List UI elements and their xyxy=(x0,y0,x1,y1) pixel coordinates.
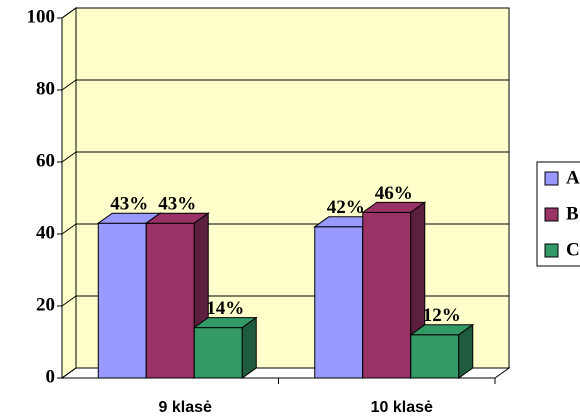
legend-swatch xyxy=(544,207,559,222)
legend-swatch xyxy=(544,171,559,186)
bar xyxy=(410,334,460,379)
grid-line xyxy=(61,7,77,19)
legend-label: B xyxy=(566,203,579,224)
y-tick-label: 20 xyxy=(36,294,55,315)
bar xyxy=(193,327,243,379)
y-tick-label: 40 xyxy=(36,222,55,243)
data-label: 43% xyxy=(158,194,196,215)
grid-line xyxy=(61,79,77,91)
data-label: 46% xyxy=(375,183,413,204)
x-tick-label: 10 klasė xyxy=(371,399,433,416)
y-tick-label: 60 xyxy=(36,150,55,171)
legend-label: C xyxy=(566,239,580,260)
side-wall xyxy=(61,7,77,379)
bar xyxy=(362,211,412,379)
grid-line xyxy=(61,223,77,235)
data-label: 43% xyxy=(110,194,148,215)
bar xyxy=(97,222,147,379)
y-tick-label: 0 xyxy=(46,366,56,387)
y-tick-label: 80 xyxy=(36,78,55,99)
bar-side xyxy=(241,316,257,379)
grid-line xyxy=(61,151,77,163)
bar-side xyxy=(458,323,474,379)
legend-label: A xyxy=(566,167,580,188)
data-label: 14% xyxy=(206,298,244,319)
bar xyxy=(314,226,364,379)
data-label: 42% xyxy=(327,197,365,218)
grid-line xyxy=(61,367,77,379)
x-tick-label: 9 klasė xyxy=(159,399,212,416)
data-label: 12% xyxy=(423,305,461,326)
y-tick-label: 100 xyxy=(27,6,56,27)
bar xyxy=(145,222,195,379)
legend-swatch xyxy=(544,243,559,258)
grid-line xyxy=(61,295,77,307)
